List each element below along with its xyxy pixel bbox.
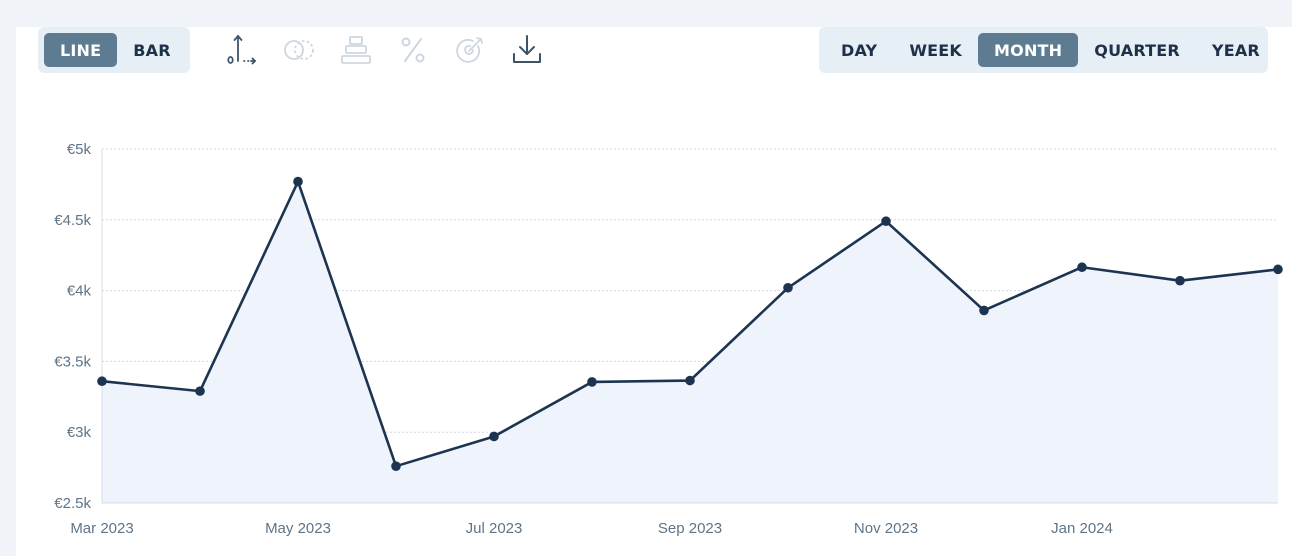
data-point (979, 305, 989, 316)
x-tick-label: May 2023 (265, 520, 331, 537)
y-tick-label: €4k (67, 283, 92, 300)
range-month-button[interactable]: MONTH (978, 33, 1079, 67)
stack-icon[interactable] (336, 30, 376, 70)
range-week-button[interactable]: WEEK (909, 40, 963, 60)
x-tick-label: Jul 2023 (466, 520, 523, 537)
data-point (1077, 262, 1087, 273)
percent-icon[interactable] (393, 30, 433, 70)
x-tick-label: Mar 2023 (70, 520, 133, 537)
line-chart-button[interactable]: LINE (44, 33, 118, 67)
y-tick-label: €5k (67, 141, 92, 158)
data-point (293, 176, 303, 187)
target-icon[interactable] (450, 30, 490, 70)
data-point (881, 216, 891, 227)
chart-type-toggle: LINE BAR (38, 27, 190, 73)
chart-tools (222, 30, 564, 70)
time-range-toggle: DAY WEEK MONTH QUARTER YEAR (819, 27, 1268, 73)
axis-zero-icon[interactable] (222, 30, 262, 70)
data-point (489, 431, 499, 442)
y-tick-label: €2.5k (54, 495, 91, 512)
area-fill (102, 181, 1278, 503)
data-point (685, 375, 695, 386)
x-tick-label: Jan 2024 (1051, 520, 1113, 537)
data-point (97, 376, 107, 387)
y-tick-label: €3k (67, 424, 92, 441)
x-tick-label: Sep 2023 (658, 520, 722, 537)
data-point (391, 461, 401, 471)
range-day-button[interactable]: DAY (841, 40, 878, 60)
data-point (587, 377, 597, 387)
data-point (1175, 275, 1185, 286)
range-year-button[interactable]: YEAR (1211, 40, 1260, 60)
data-point (1273, 264, 1283, 275)
compare-icon[interactable] (279, 30, 319, 70)
bar-chart-button[interactable]: BAR (133, 40, 171, 60)
y-tick-label: €3.5k (54, 353, 91, 370)
data-point (783, 282, 793, 293)
download-icon[interactable] (507, 30, 547, 70)
data-point (195, 386, 205, 396)
y-tick-label: €4.5k (54, 212, 91, 229)
x-tick-label: Nov 2023 (854, 520, 918, 537)
range-quarter-button[interactable]: QUARTER (1094, 40, 1180, 60)
